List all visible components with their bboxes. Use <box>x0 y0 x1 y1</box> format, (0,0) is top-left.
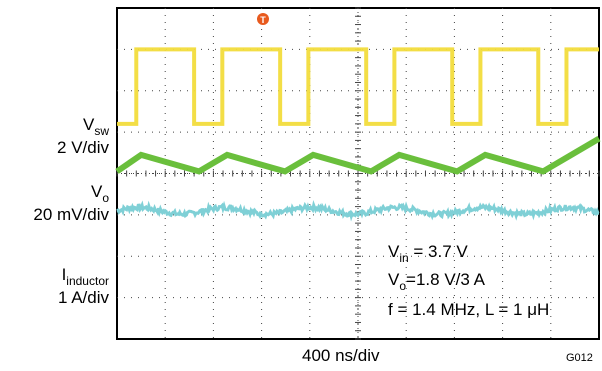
traces <box>115 47 601 222</box>
annotation-vin: Vin = 3.7 V <box>388 242 468 265</box>
annotation-freq-inductance: f = 1.4 MHz, L = 1 μH <box>388 300 550 319</box>
vsw-name: Vsw <box>82 115 109 138</box>
trace-iinductor <box>115 136 601 175</box>
channel-label-vsw: Vsw 2 V/div <box>57 115 109 158</box>
vo-name: Vo <box>90 182 109 205</box>
vo-scale: 20 mV/div <box>33 205 109 224</box>
figure-id: G012 <box>566 352 593 364</box>
channel-label-vo: Vo 20 mV/div <box>33 182 109 225</box>
trigger-marker: T <box>257 13 269 25</box>
iinductor-scale: 1 A/div <box>57 288 109 307</box>
trace-vo <box>116 200 600 222</box>
trigger-marker-text: T <box>260 15 266 25</box>
trace-vsw <box>117 47 599 126</box>
iinductor-name: Iinductor <box>61 265 109 288</box>
vsw-scale: 2 V/div <box>57 138 109 157</box>
channel-label-iinductor: Iinductor 1 A/div <box>58 265 109 308</box>
annotation-vo: Vo=1.8 V/3 A <box>388 270 485 293</box>
x-axis-label: 400 ns/div <box>302 346 380 365</box>
